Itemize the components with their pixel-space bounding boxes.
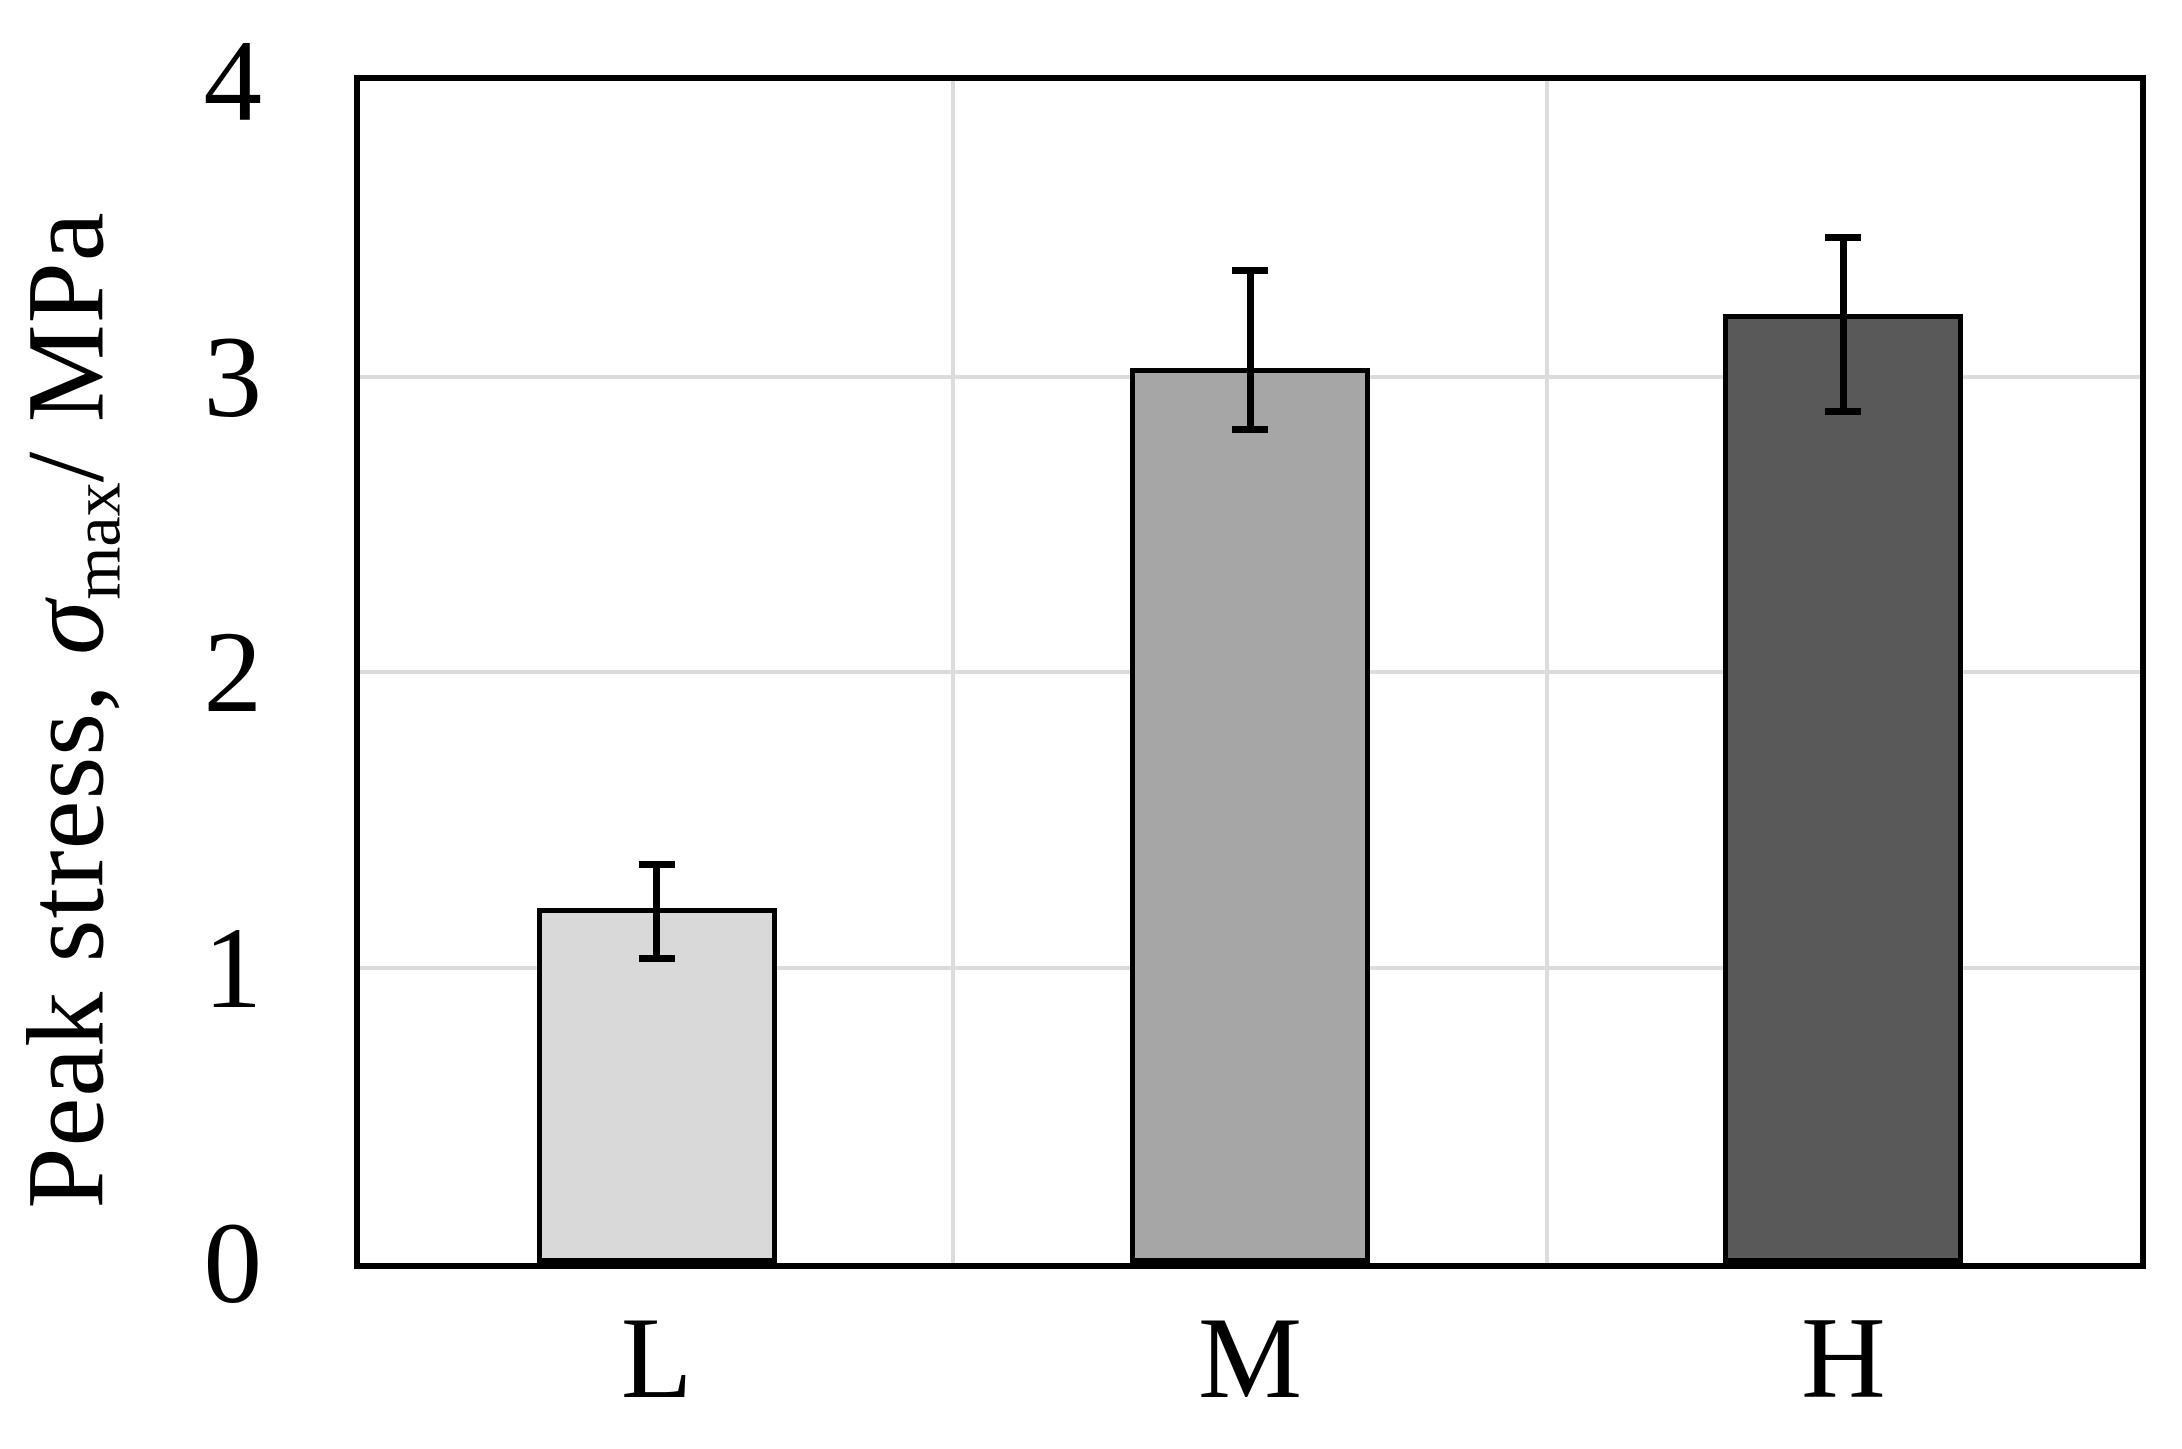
error-bar-top-cap-H (1825, 234, 1862, 242)
error-bar-line-L (653, 864, 661, 959)
x-category-label-M: M (1197, 1294, 1303, 1423)
sigma-subscript: max (59, 482, 136, 600)
bar-L (536, 908, 777, 1263)
x-category-label-L: L (620, 1294, 693, 1423)
error-bar-line-M (1246, 270, 1254, 430)
error-bar-top-cap-M (1232, 266, 1268, 274)
y-tick-label-3: 3 (203, 312, 263, 442)
plot-area (354, 75, 2146, 1269)
y-tick-label-4: 4 (203, 17, 263, 146)
y-tick-label-1: 1 (203, 903, 263, 1033)
error-bar-line-H (1839, 237, 1847, 412)
error-bar-bottom-cap-M (1232, 426, 1268, 434)
error-bar-bottom-cap-H (1825, 408, 1862, 416)
y-tick-label-0: 0 (203, 1199, 263, 1328)
x-category-label-H: H (1801, 1294, 1886, 1423)
error-bar-top-cap-L (638, 860, 675, 868)
gridline-vertical-1 (951, 81, 956, 1263)
y-tick-label-2: 2 (203, 608, 263, 737)
error-bar-bottom-cap-L (638, 955, 675, 963)
gridline-vertical-2 (1544, 81, 1549, 1263)
bar-H (1723, 314, 1964, 1263)
bar-M (1130, 367, 1370, 1263)
